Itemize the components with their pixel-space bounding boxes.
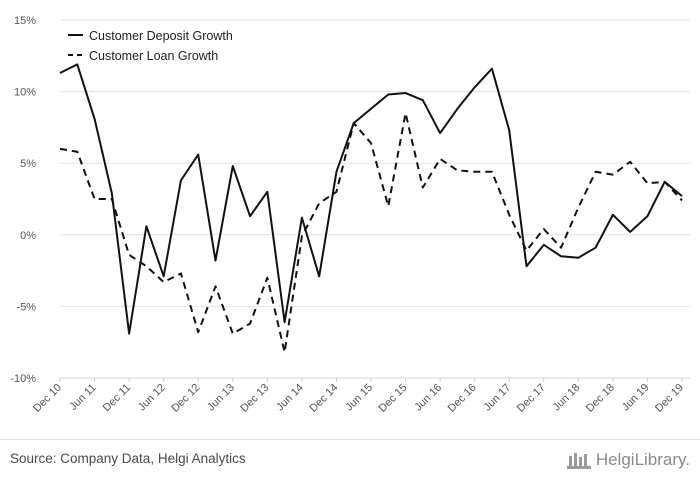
x-tick-label: Dec 11 [101, 382, 134, 415]
x-tick-label: Jun 12 [136, 382, 168, 414]
y-tick-label: 15% [14, 15, 36, 27]
x-tick-label: Dec 10 [31, 382, 64, 415]
y-tick-label: 5% [20, 158, 36, 170]
brand-name: HelgiLibrary. [595, 450, 690, 469]
y-axis-labels: 15% 10% 5% 0% -5% -10% [10, 15, 36, 385]
y-tick-label: 10% [14, 87, 36, 99]
loan-growth-line [59, 112, 683, 354]
gridlines [60, 19, 690, 379]
x-tick-label: Jun 11 [67, 382, 98, 413]
x-tick-label: Dec 13 [238, 382, 271, 415]
source-text: Source: Company Data, Helgi Analytics [10, 451, 246, 466]
x-tick-label: Jun 13 [205, 382, 237, 414]
legend-label-loan: Customer Loan Growth [89, 49, 218, 63]
x-tick-label: Jun 14 [274, 382, 306, 414]
x-tick-label: Dec 15 [377, 382, 410, 415]
x-tick-label: Jun 15 [343, 382, 375, 414]
x-tick-label: Dec 19 [653, 382, 686, 415]
x-tick-label: Jun 19 [620, 382, 652, 414]
footer: Source: Company Data, Helgi Analytics He… [0, 439, 700, 483]
y-tick-label: -5% [16, 301, 36, 313]
x-tick-label: Jun 16 [412, 382, 444, 414]
legend: Customer Deposit Growth Customer Loan Gr… [68, 29, 233, 63]
x-tick-label: Dec 17 [515, 382, 548, 415]
deposit-growth-line [59, 63, 683, 335]
y-tick-label: -10% [10, 373, 36, 385]
x-tick-label: Dec 18 [584, 382, 617, 415]
x-tick-label: Dec 12 [169, 382, 202, 415]
x-tick-label: Dec 16 [446, 382, 479, 415]
x-tick-label: Dec 14 [307, 382, 340, 415]
legend-label-deposit: Customer Deposit Growth [89, 29, 233, 43]
line-chart: 15%10%5%0%-5%-10% Dec 10 Jun 11 Dec 11 Jun … [10, 15, 690, 415]
x-tick-label: Jun 17 [482, 382, 514, 414]
library-icon [566, 453, 591, 469]
brand-link[interactable]: HelgiLibrary. [566, 449, 690, 471]
series-lines [59, 63, 683, 354]
y-tick-label: 0% [20, 230, 36, 242]
x-axis-labels: Dec 10 Jun 11 Dec 11 Jun 12 Dec 12 Jun 13 Dec … [31, 378, 686, 415]
x-tick-label: Jun 18 [551, 382, 583, 414]
